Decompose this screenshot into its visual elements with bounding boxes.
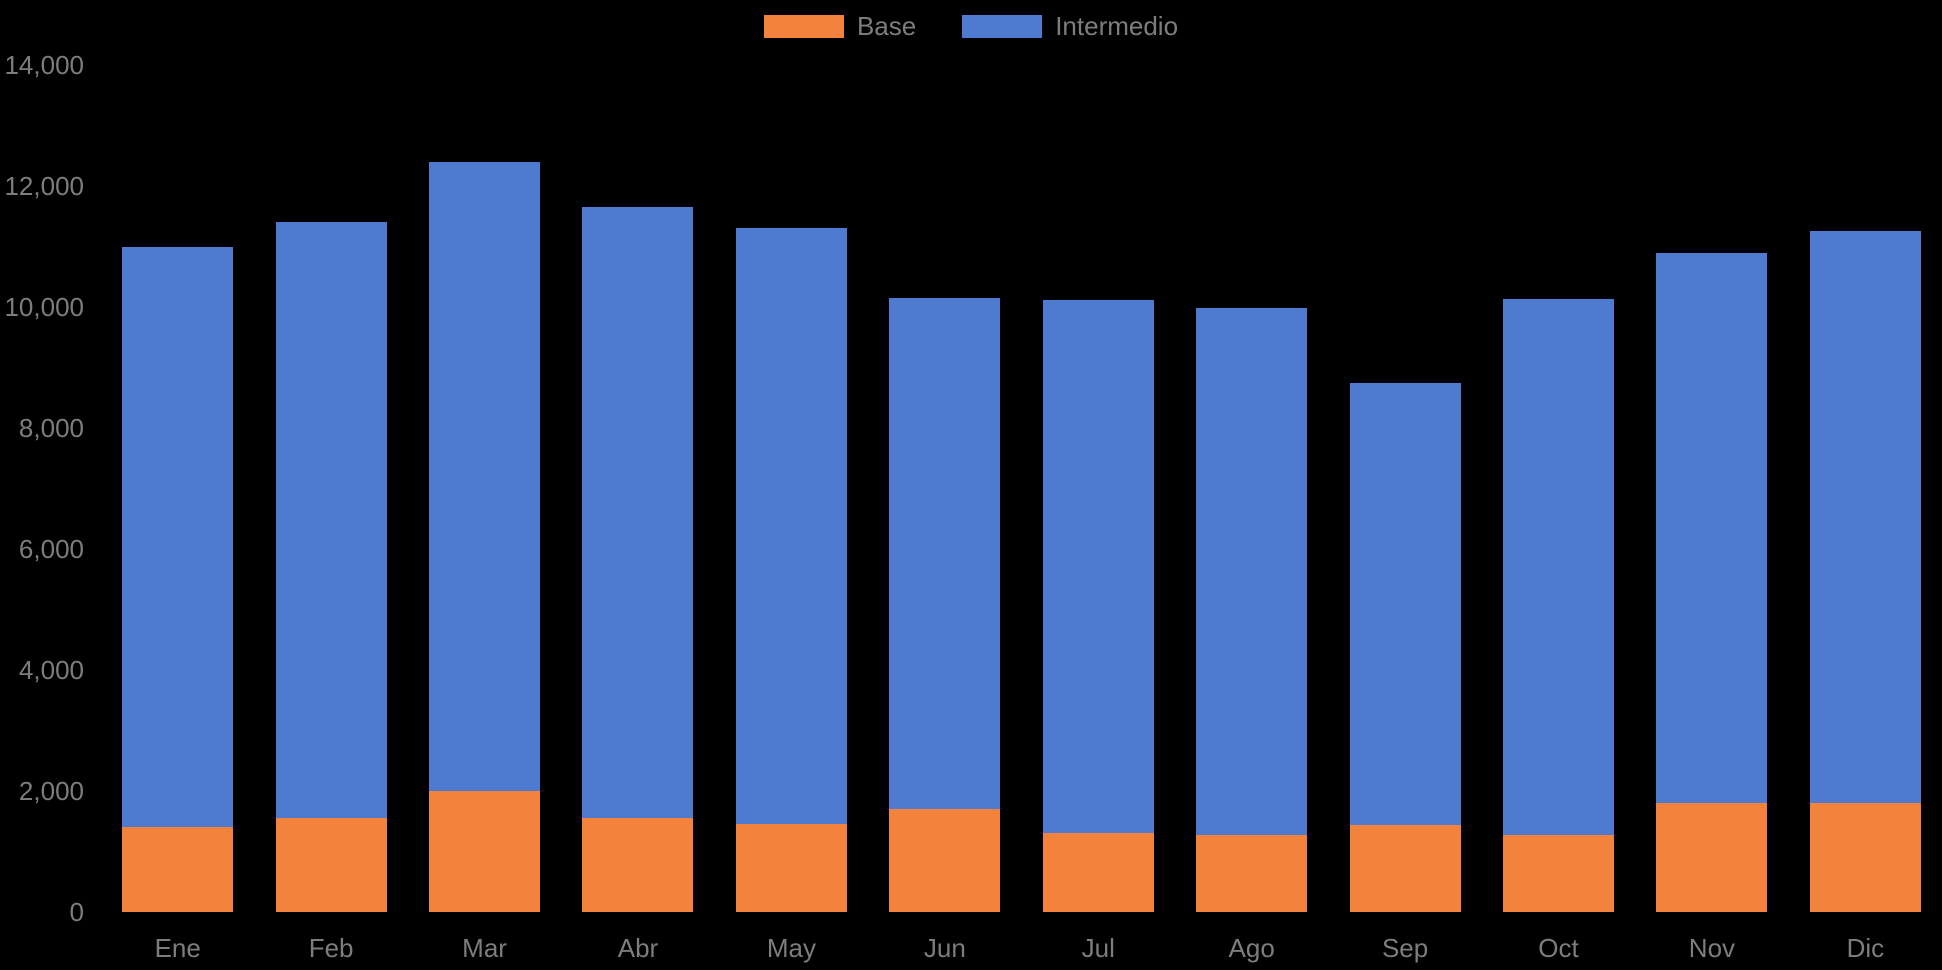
bar-slot-abr — [561, 65, 714, 912]
bar-segment-intermedio-feb — [275, 222, 387, 819]
x-tick-label-may: May — [766, 933, 816, 963]
bar-segment-intermedio-ene — [122, 246, 234, 828]
legend-swatch-intermedio — [962, 14, 1043, 38]
bar-slot-nov — [1635, 65, 1788, 912]
bar-segment-intermedio-abr — [582, 207, 694, 819]
stacked-bar-oct — [1503, 299, 1614, 912]
bar-slot-dic — [1789, 65, 1942, 912]
legend-swatch-base — [763, 14, 844, 38]
stacked-bar-nov — [1656, 253, 1768, 912]
plot-area — [101, 65, 1942, 912]
bar-segment-intermedio-oct — [1503, 299, 1614, 835]
legend-label: Base — [856, 11, 917, 41]
bar-segment-base-feb — [275, 818, 387, 912]
y-tick-label: 10,000 — [4, 292, 84, 322]
bar-segment-base-nov — [1656, 803, 1768, 912]
bar-segment-intermedio-sep — [1349, 382, 1461, 825]
legend-item-base: Base — [763, 11, 917, 41]
bar-segment-intermedio-ago — [1196, 308, 1308, 836]
stacked-bar-may — [735, 228, 847, 912]
bar-segment-intermedio-mar — [429, 161, 541, 791]
bar-segment-base-sep — [1349, 824, 1461, 912]
x-tick-label-jun: Jun — [923, 933, 966, 963]
bar-slot-jun — [868, 65, 1021, 912]
y-tick-label: 8,000 — [18, 413, 84, 443]
stacked-bar-feb — [275, 222, 387, 912]
bar-segment-intermedio-may — [735, 228, 847, 825]
bar-segment-intermedio-jun — [889, 297, 1001, 810]
x-tick-label-nov: Nov — [1688, 933, 1736, 963]
y-tick-label: 2,000 — [18, 776, 84, 806]
stacked-bar-abr — [582, 207, 694, 912]
stacked-bar-mar — [429, 161, 541, 912]
bar-segment-intermedio-nov — [1656, 253, 1768, 804]
stacked-bar-ago — [1196, 308, 1308, 912]
bar-segment-base-oct — [1503, 834, 1614, 912]
bar-slot-feb — [254, 65, 407, 912]
bar-segment-base-jun — [889, 809, 1001, 912]
y-tick-label: 0 — [69, 897, 84, 927]
x-axis: Ene Feb Mar Abr May Jun Jul Ago Sep Oct Nov Dic — [101, 933, 1942, 963]
legend-item-intermedio: Intermedio — [962, 13, 1178, 39]
bar-slot-sep — [1328, 65, 1481, 912]
bar-segment-base-abr — [582, 818, 694, 912]
x-tick-label-jul: Jul — [1081, 933, 1115, 963]
stacked-bar-jul — [1042, 299, 1154, 912]
x-tick-label-dic: Dic — [1846, 933, 1885, 963]
y-tick-label: 14,000 — [4, 50, 84, 80]
y-tick-label: 6,000 — [18, 534, 84, 564]
x-tick-label-abr: Abr — [617, 933, 659, 963]
stacked-bar-ene — [122, 246, 234, 912]
stacked-bar-sep — [1349, 382, 1461, 912]
legend-label: Intermedio — [1055, 11, 1179, 41]
bar-segment-intermedio-dic — [1809, 230, 1921, 804]
bar-segment-base-ago — [1196, 835, 1308, 912]
x-tick-label-oct: Oct — [1538, 933, 1579, 963]
chart-legend: Base Intermedio — [0, 13, 1942, 39]
bar-segment-intermedio-jul — [1042, 299, 1154, 834]
bar-segment-base-may — [735, 824, 847, 912]
bar-slot-oct — [1482, 65, 1635, 912]
bar-slot-ene — [101, 65, 254, 912]
bar-segment-base-jul — [1042, 833, 1154, 912]
x-tick-label-ene: Ene — [154, 933, 201, 963]
bar-slot-mar — [408, 65, 561, 912]
y-tick-label: 4,000 — [18, 655, 84, 685]
stacked-bar-jun — [889, 297, 1001, 912]
x-tick-label-ago: Ago — [1228, 933, 1275, 963]
stacked-bar-dic — [1809, 230, 1921, 912]
bar-segment-base-dic — [1809, 803, 1921, 912]
x-tick-label-feb: Feb — [308, 933, 354, 963]
bar-slot-jul — [1022, 65, 1175, 912]
bar-slot-may — [715, 65, 868, 912]
x-tick-label-sep: Sep — [1381, 933, 1429, 963]
x-tick-label-mar: Mar — [462, 933, 507, 963]
bar-slot-ago — [1175, 65, 1328, 912]
bar-segment-base-mar — [429, 791, 541, 912]
y-tick-label: 12,000 — [4, 171, 84, 201]
bar-segment-base-ene — [122, 827, 234, 912]
